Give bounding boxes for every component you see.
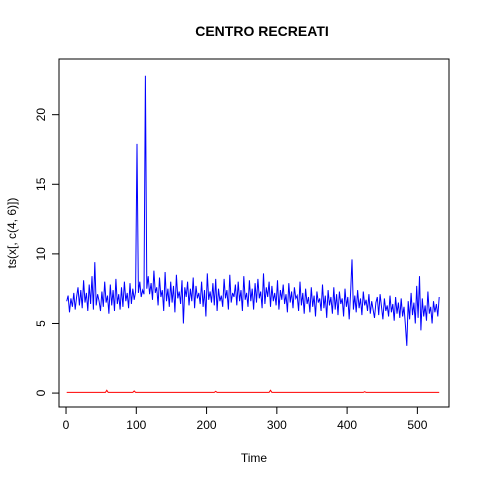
x-tick-label: 300 — [267, 418, 287, 432]
x-tick-label: 100 — [126, 418, 146, 432]
x-tick-label: 200 — [197, 418, 217, 432]
y-axis: 0 5 10 15 20 — [34, 108, 59, 397]
y-tick-label: 10 — [34, 247, 48, 261]
y-tick-label: 5 — [34, 320, 48, 327]
chart-title: CENTRO RECREATI — [195, 23, 329, 39]
x-axis: 0 100 200 300 400 500 — [63, 407, 428, 432]
y-axis-label: ts(x[, c(4, 6)]) — [5, 198, 19, 269]
plot-frame — [59, 59, 449, 407]
x-axis-label: Time — [241, 451, 268, 465]
x-tick-label: 400 — [337, 418, 357, 432]
y-tick-label: 15 — [34, 177, 48, 191]
series-line-1 — [67, 76, 440, 346]
y-tick-label: 0 — [34, 389, 48, 396]
x-tick-label: 0 — [63, 418, 70, 432]
series-line-2 — [67, 390, 440, 392]
series-layer — [67, 76, 440, 393]
x-tick-label: 500 — [407, 418, 427, 432]
y-tick-label: 20 — [34, 108, 48, 122]
